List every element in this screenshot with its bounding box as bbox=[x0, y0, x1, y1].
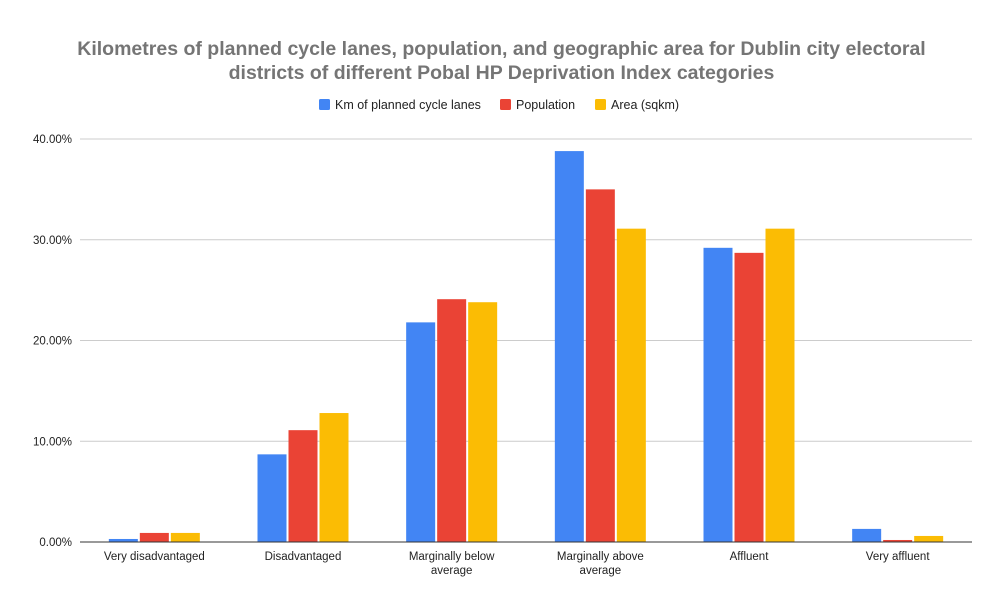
legend-label-2: Area (sqkm) bbox=[611, 98, 679, 112]
legend: Km of planned cycle lanes Population Area … bbox=[319, 98, 679, 112]
legend-label-1: Population bbox=[516, 98, 575, 112]
bar-4-1 bbox=[734, 252, 764, 542]
bar-5-0 bbox=[852, 528, 882, 542]
bar-3-0 bbox=[554, 151, 584, 542]
grid: 0.00% 10.00% 20.00% 30.00% 40.00% bbox=[33, 134, 972, 549]
x-tick-label-3-line2: average bbox=[580, 565, 622, 577]
bar-5-2 bbox=[914, 535, 944, 542]
bars: Very disadvantaged Disadvantaged Marginall… bbox=[104, 151, 944, 577]
bar-1-1 bbox=[288, 430, 318, 542]
x-tick-label-3: Marginally above bbox=[557, 551, 644, 563]
y-tick-label-4: 40.00% bbox=[33, 134, 72, 146]
bar-5-1 bbox=[883, 539, 913, 542]
bar-4-0 bbox=[703, 247, 733, 542]
chart-title-line-2: districts of different Pobal HP Deprivat… bbox=[228, 62, 775, 84]
y-tick-label-2: 20.00% bbox=[33, 336, 72, 348]
x-tick-label-1: Disadvantaged bbox=[265, 551, 342, 563]
bar-1-0 bbox=[257, 454, 287, 542]
bar-0-2 bbox=[170, 532, 200, 542]
x-tick-label-4: Affluent bbox=[730, 551, 770, 563]
bar-0-0 bbox=[108, 538, 138, 542]
bar-2-1 bbox=[437, 299, 467, 542]
bar-2-2 bbox=[468, 302, 498, 542]
legend-label-0: Km of planned cycle lanes bbox=[335, 98, 481, 112]
legend-swatch-1 bbox=[500, 99, 511, 110]
bar-2-0 bbox=[406, 322, 436, 542]
legend-swatch-2 bbox=[595, 99, 606, 110]
x-tick-label-0: Very disadvantaged bbox=[104, 551, 205, 563]
y-tick-label-1: 10.00% bbox=[33, 436, 72, 448]
bar-3-1 bbox=[585, 189, 615, 542]
legend-swatch-0 bbox=[319, 99, 330, 110]
y-tick-label-0: 0.00% bbox=[39, 537, 72, 549]
y-tick-label-3: 30.00% bbox=[33, 235, 72, 247]
chart-title-line-1: Kilometres of planned cycle lanes, popul… bbox=[77, 38, 926, 60]
x-tick-label-2: Marginally below bbox=[409, 551, 495, 563]
x-tick-label-2-line2: average bbox=[431, 565, 473, 577]
bar-3-2 bbox=[616, 228, 646, 543]
bar-0-1 bbox=[139, 532, 169, 542]
bar-4-2 bbox=[765, 228, 795, 543]
bar-1-2 bbox=[319, 413, 349, 542]
x-tick-label-5: Very affluent bbox=[866, 551, 931, 563]
